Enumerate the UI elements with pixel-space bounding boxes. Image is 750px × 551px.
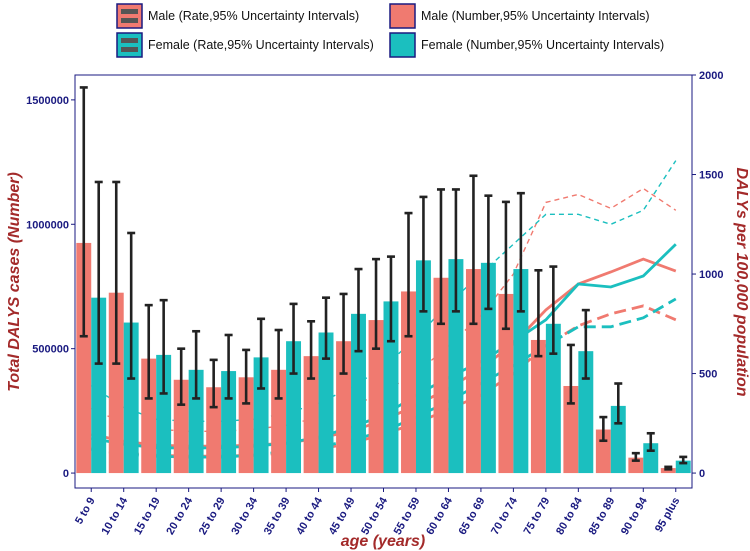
- legend: Male (Rate,95% Uncertainty Intervals) Mal…: [116, 3, 664, 58]
- bar: [465, 269, 481, 474]
- y-left-tick-label: 0: [63, 468, 69, 480]
- y-left-tick-label: 1500000: [26, 95, 69, 107]
- legend-label: Male (Rate,95% Uncertainty Intervals): [148, 9, 359, 23]
- bar: [108, 292, 124, 474]
- bar: [433, 277, 449, 474]
- bar: [318, 332, 334, 474]
- bar: [173, 379, 189, 474]
- y-right-tick-label: 2000: [699, 70, 723, 82]
- bar: [91, 297, 107, 474]
- bar: [545, 323, 561, 474]
- bar: [383, 301, 399, 474]
- legend-key-line: [121, 9, 138, 14]
- x-tick-label: 30 to 34: [229, 495, 260, 537]
- bar: [221, 371, 237, 474]
- y-right-tick-label: 1000: [699, 269, 723, 281]
- bar: [271, 369, 287, 474]
- bar: [303, 356, 319, 474]
- y-axis-right-title: DALYs per 100,000 population: [733, 167, 750, 396]
- x-tick-label: 15 to 19: [132, 496, 163, 537]
- x-tick-label: 25 to 29: [197, 496, 228, 537]
- y-left-tick-label: 1000000: [26, 219, 69, 231]
- bar: [513, 269, 529, 474]
- x-axis-title: age (years): [341, 533, 426, 550]
- bar: [238, 377, 254, 474]
- bar: [206, 387, 222, 474]
- bar: [253, 357, 269, 474]
- legend-label: Female (Number,95% Uncertainty Intervals…: [421, 38, 664, 52]
- legend-key: [116, 32, 143, 58]
- x-tick-label: 50 to 54: [359, 495, 390, 537]
- x-tick-label: 20 to 24: [164, 495, 195, 537]
- x-tick-label: 85 to 89: [587, 496, 618, 537]
- x-tick-label: 45 to 49: [327, 496, 358, 537]
- y-right-tick-label: 0: [699, 468, 705, 480]
- legend-label: Female (Rate,95% Uncertainty Intervals): [148, 38, 374, 52]
- legend-key-line: [121, 47, 138, 52]
- x-tick-label: 75 to 79: [522, 496, 553, 537]
- bar: [530, 339, 546, 474]
- y-right-tick-label: 1500: [699, 170, 723, 182]
- x-tick-label: 70 to 74: [489, 495, 520, 537]
- x-tick-label: 80 to 84: [554, 495, 585, 537]
- legend-key: [116, 3, 143, 29]
- x-tick-label: 65 to 69: [457, 496, 488, 537]
- bar: [480, 262, 496, 474]
- bar: [76, 242, 92, 474]
- bar: [141, 358, 157, 474]
- bar: [188, 369, 204, 474]
- x-tick-label: 60 to 64: [424, 495, 455, 537]
- error-bars: [79, 86, 688, 471]
- y-axis-left-title: Total DALYS cases (Number): [6, 172, 23, 392]
- x-tick-label: 55 to 59: [392, 496, 423, 537]
- rate-upper-line: [90, 160, 677, 422]
- legend-label: Male (Number,95% Uncertainty Intervals): [421, 9, 650, 23]
- bar: [156, 354, 172, 474]
- bar: [578, 351, 594, 474]
- x-tick-label: 10 to 14: [99, 495, 130, 537]
- x-tick-label: 95 plus: [653, 496, 682, 535]
- legend-key: [389, 3, 416, 29]
- bar: [351, 313, 366, 474]
- x-tick-label: 5 to 9: [73, 496, 98, 527]
- bar: [415, 260, 431, 474]
- bar: [498, 293, 514, 474]
- bar: [123, 322, 139, 474]
- y-right-tick-label: 500: [699, 369, 717, 381]
- x-tick-label: 90 to 94: [619, 495, 650, 537]
- legend-key-line: [121, 18, 138, 23]
- legend-key: [389, 32, 416, 58]
- x-tick-label: 40 to 44: [294, 495, 325, 537]
- legend-key-line: [121, 38, 138, 43]
- y-left-tick-label: 500000: [32, 344, 69, 356]
- bar: [368, 320, 384, 474]
- x-tick-label: 35 to 39: [262, 496, 293, 537]
- bar: [563, 385, 579, 474]
